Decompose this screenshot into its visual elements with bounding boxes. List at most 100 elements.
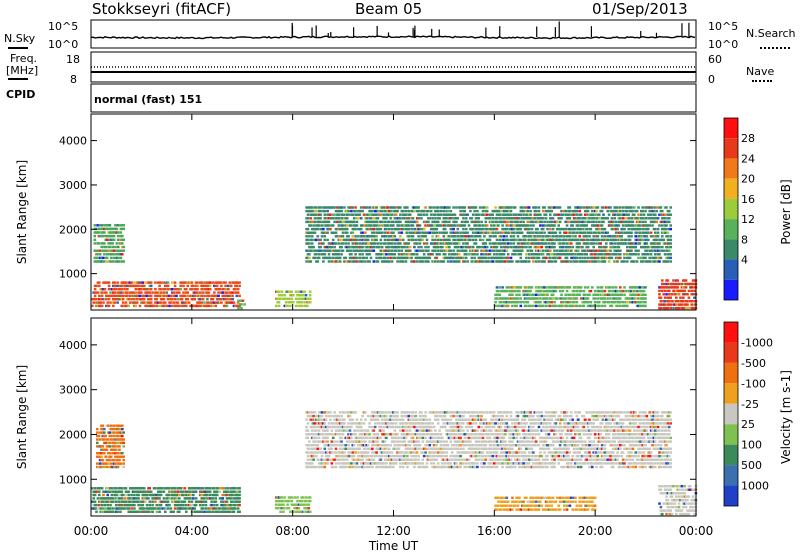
power-cell <box>424 249 427 252</box>
power-cell <box>154 281 157 284</box>
power-cell <box>114 294 118 298</box>
power-cell <box>442 206 446 209</box>
velocity-cell <box>142 500 146 503</box>
power-cell <box>105 260 109 263</box>
velocity-cell <box>236 503 240 507</box>
velocity-cell <box>305 465 308 469</box>
power-cell <box>297 304 301 308</box>
velocity-cell <box>96 452 99 455</box>
power-cell <box>610 220 614 224</box>
power-cell <box>410 227 413 231</box>
power-cell <box>520 231 524 234</box>
velocity-cell <box>112 465 116 469</box>
power-cell <box>445 249 448 252</box>
power-cell <box>474 217 478 220</box>
power-cell <box>588 293 591 296</box>
power-cell <box>354 238 357 242</box>
velocity-cell <box>176 493 180 497</box>
power-cell <box>564 209 567 213</box>
power-cell <box>407 213 411 216</box>
power-cell <box>498 209 502 213</box>
power-cell <box>415 242 419 245</box>
power-cell <box>616 235 619 238</box>
velocity-cell <box>180 490 184 493</box>
power-cell <box>617 249 621 252</box>
power-cell <box>283 297 287 300</box>
power-cell <box>616 245 619 249</box>
power-cell <box>490 220 493 224</box>
power-cell <box>501 256 504 260</box>
velocity-cell <box>158 493 161 497</box>
power-cell <box>382 206 385 209</box>
velocity-cell <box>116 510 119 513</box>
power-cell <box>662 242 665 245</box>
velocity-cell <box>118 427 121 431</box>
power-cell <box>609 224 612 227</box>
power-cell <box>378 231 381 234</box>
velocity-cell <box>283 496 287 499</box>
power-cell <box>501 238 504 242</box>
power-cell <box>369 235 373 238</box>
power-cell <box>438 213 441 216</box>
velocity-cell <box>98 445 102 448</box>
power-cell <box>633 253 636 256</box>
power-cell <box>540 238 544 242</box>
power-cell <box>567 286 570 289</box>
power-cell <box>642 301 646 304</box>
power-cell <box>665 256 668 260</box>
power-cell <box>359 235 363 238</box>
velocity-cell <box>123 507 126 510</box>
velocity-cell <box>235 493 239 497</box>
power-cell <box>553 224 556 227</box>
power-cell <box>508 231 511 234</box>
velocity-cell <box>128 500 132 503</box>
power-cell <box>642 256 646 260</box>
power-cell <box>637 220 640 224</box>
power-cell <box>404 224 408 227</box>
power-cell <box>369 224 373 227</box>
velocity-cell <box>121 427 124 431</box>
power-cell <box>592 293 595 296</box>
power-cell <box>107 253 110 256</box>
velocity-cell <box>144 490 147 493</box>
power-cell <box>561 253 565 256</box>
power-cell <box>621 224 625 227</box>
power-cell <box>536 220 539 224</box>
power-cell <box>386 209 390 213</box>
velocity-cell <box>135 493 139 497</box>
velocity-cell <box>234 500 237 503</box>
power-cell <box>200 294 203 298</box>
power-cell <box>331 213 335 216</box>
velocity-cell <box>97 465 100 469</box>
power-cell <box>595 231 598 234</box>
power-cell <box>180 298 184 301</box>
power-cell <box>527 293 531 296</box>
velocity-cell <box>92 490 95 493</box>
power-cell <box>429 227 433 231</box>
power-cell <box>591 304 594 308</box>
velocity-cell <box>106 500 109 503</box>
power-cell <box>317 213 321 216</box>
power-cell <box>641 217 644 220</box>
power-cell <box>154 288 157 291</box>
power-cell <box>499 235 503 238</box>
velocity-cell <box>127 507 131 510</box>
power-cell <box>501 289 504 293</box>
power-cell <box>290 301 294 304</box>
power-cell <box>497 231 500 234</box>
velocity-cell <box>275 499 278 503</box>
power-cell <box>182 304 185 308</box>
power-cell <box>344 242 348 245</box>
power-cell <box>197 298 201 301</box>
power-cell <box>513 245 517 249</box>
velocity-cell <box>119 487 122 490</box>
power-cell <box>375 209 378 213</box>
velocity-cell <box>234 490 237 493</box>
power-cell <box>145 288 149 291</box>
power-cell <box>445 220 448 224</box>
power-cell <box>179 281 182 284</box>
velocity-cell <box>215 503 219 507</box>
power-cell <box>330 245 334 249</box>
power-cell <box>596 213 600 216</box>
power-cell <box>443 231 447 234</box>
